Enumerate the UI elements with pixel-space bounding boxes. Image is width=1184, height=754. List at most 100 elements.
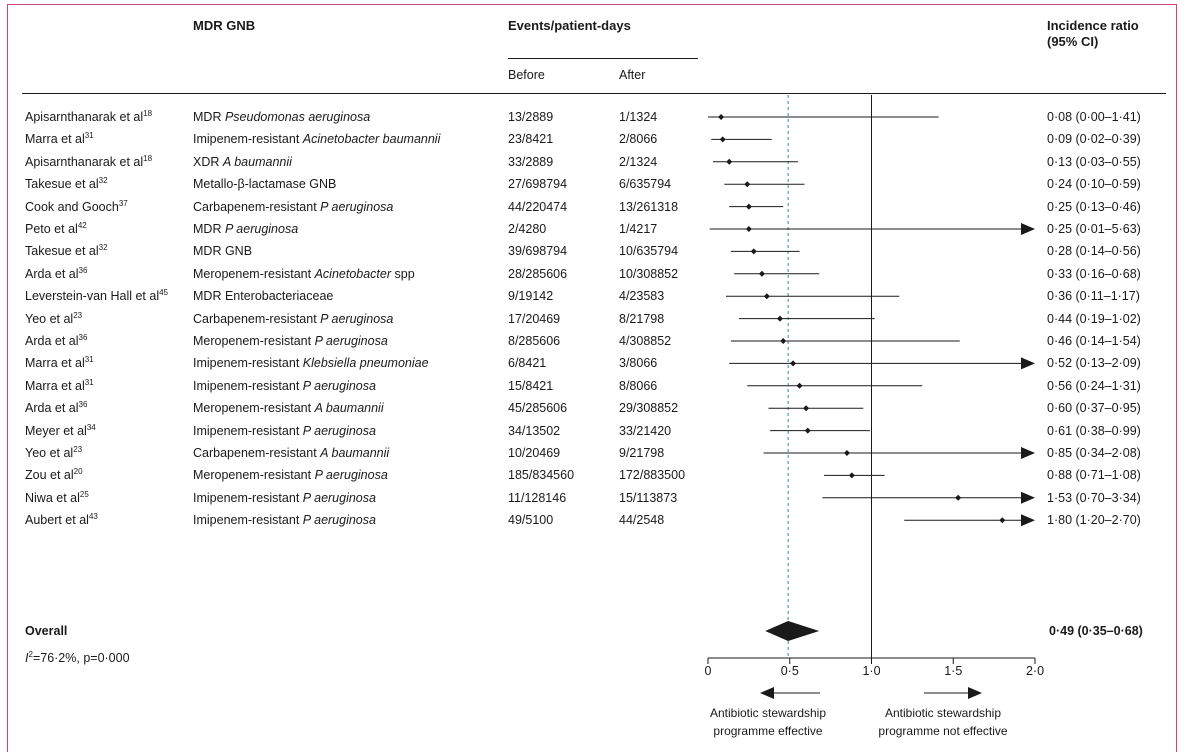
incidence-ratio-value: 0·85 (0·34–2·08) (1047, 446, 1141, 460)
organism-name: Imipenem-resistant Acinetobacter baumann… (193, 132, 441, 147)
study-name: Apisarnthanarak et al18 (25, 109, 153, 125)
organism-name: Imipenem-resistant P aeruginosa (193, 423, 376, 438)
study-name: Aubert et al43 (25, 512, 98, 528)
header-before: Before (508, 68, 545, 82)
caption-effective-line2: programme effective (713, 724, 823, 738)
before-value: 23/8421 (508, 132, 554, 147)
study-name: Leverstein-van Hall et al45 (25, 288, 169, 304)
organism-name: Meropenem-resistant Acinetobacter spp (193, 266, 415, 281)
point-estimate (790, 360, 797, 367)
point-estimate (745, 203, 752, 210)
ci-overflow-arrow (1021, 491, 1035, 504)
after-value: 29/308852 (619, 401, 679, 416)
incidence-ratio-value: 0·56 (0·24–1·31) (1047, 378, 1141, 393)
ci-overflow-arrow (1021, 447, 1035, 459)
x-tick-label: 0 (704, 664, 712, 678)
before-value: 49/5100 (508, 513, 554, 528)
organism-name: XDR A baumannii (193, 154, 292, 169)
incidence-ratio-value: 0·25 (0·13–0·46) (1047, 199, 1141, 214)
before-value: 27/698794 (508, 177, 568, 192)
organism-name: Carbapenem-resistant P aeruginosa (193, 199, 394, 214)
point-estimate (796, 382, 803, 389)
organism-name: Imipenem-resistant P aeruginosa (193, 513, 376, 528)
after-value: 2/1324 (619, 154, 658, 169)
before-value: 2/4280 (508, 222, 547, 236)
x-tick-label: 2·0 (1025, 664, 1045, 678)
ci-overflow-arrow (1021, 514, 1035, 527)
incidence-ratio-value: 0·24 (0·10–0·59) (1047, 177, 1141, 192)
events-underline (508, 58, 698, 59)
caption-not-effective-line1: Antibiotic stewardship (884, 706, 1002, 720)
after-value: 13/261318 (619, 199, 679, 214)
before-value: 17/20469 (508, 311, 561, 326)
incidence-ratio-value: 0·36 (0·11–1·17) (1047, 289, 1140, 304)
point-estimate (848, 472, 855, 479)
study-name: Marra et al31 (25, 377, 94, 393)
incidence-ratio-value: 0·61 (0·38–0·99) (1047, 423, 1141, 438)
before-value: 9/19142 (508, 289, 554, 304)
point-estimate (719, 136, 726, 143)
before-value: 11/128146 (508, 490, 567, 505)
point-estimate (776, 315, 783, 322)
incidence-ratio-value: 0·60 (0·37–0·95) (1047, 401, 1141, 416)
point-estimate (763, 293, 770, 300)
after-value: 44/2548 (619, 513, 665, 528)
organism-name: MDR Enterobacteriaceae (193, 289, 334, 304)
after-value: 1/1324 (619, 110, 658, 124)
study-name: Yeo et al23 (25, 310, 83, 326)
not-effective-arrow-head (968, 687, 982, 699)
organism-name: Metallo-β-lactamase GNB (193, 177, 337, 192)
before-value: 34/13502 (508, 423, 561, 438)
incidence-ratio-value: 1·53 (0·70–3·34) (1047, 490, 1141, 505)
after-value: 6/635794 (619, 177, 672, 192)
incidence-ratio-value: 0·52 (0·13–2·09) (1047, 356, 1141, 371)
effective-arrow-head (760, 687, 774, 699)
x-tick-label: 0·5 (780, 664, 799, 678)
study-name: Apisarnthanarak et al18 (25, 153, 153, 169)
study-name: Zou et al20 (25, 467, 83, 483)
point-estimate (803, 405, 810, 412)
organism-name: Imipenem-resistant P aeruginosa (193, 490, 376, 505)
point-estimate (804, 427, 811, 434)
organism-name: Meropenem-resistant P aeruginosa (193, 468, 388, 483)
after-value: 172/883500 (619, 468, 686, 483)
overall-ci: 0·49 (0·35–0·68) (1049, 624, 1143, 638)
point-estimate (780, 338, 787, 344)
before-value: 44/220474 (508, 199, 568, 214)
study-name: Yeo et al23 (25, 445, 83, 461)
after-value: 4/23583 (619, 289, 665, 304)
before-value: 28/285606 (508, 266, 568, 281)
before-value: 185/834560 (508, 468, 575, 483)
point-estimate (718, 114, 725, 120)
after-value: 10/635794 (619, 244, 679, 259)
before-value: 6/8421 (508, 356, 547, 371)
study-name: Peto et al42 (25, 221, 87, 237)
point-estimate (726, 158, 733, 165)
after-value: 3/8066 (619, 356, 658, 371)
organism-name: Carbapenem-resistant A baumannii (193, 446, 390, 460)
point-estimate (758, 270, 765, 277)
organism-name: MDR GNB (193, 244, 253, 259)
before-value: 8/285606 (508, 334, 561, 348)
figure-frame (7, 4, 1177, 752)
organism-name: MDR Pseudomonas aeruginosa (193, 110, 371, 124)
before-value: 13/2889 (508, 110, 554, 124)
after-value: 8/21798 (619, 311, 665, 326)
before-value: 33/2889 (508, 154, 554, 169)
overall-label: Overall (25, 624, 68, 638)
incidence-ratio-value: 0·44 (0·19–1·02) (1047, 311, 1141, 326)
header-mdr-gnb: MDR GNB (193, 18, 256, 33)
caption-not-effective-line2: programme not effective (878, 724, 1008, 738)
organism-name: Carbapenem-resistant P aeruginosa (193, 311, 394, 326)
organism-name: Meropenem-resistant A baumannii (193, 401, 384, 416)
before-value: 10/20469 (508, 446, 561, 460)
header-rule (22, 93, 1166, 94)
ci-overflow-arrow (1021, 357, 1035, 370)
heterogeneity-stat: I2=76·2%, p=0·000 (25, 650, 130, 666)
after-value: 8/8066 (619, 378, 658, 393)
incidence-ratio-value: 0·46 (0·14–1·54) (1047, 334, 1141, 348)
incidence-ratio-value: 1·80 (1·20–2·70) (1047, 513, 1141, 528)
point-estimate (999, 517, 1006, 524)
point-estimate (744, 181, 751, 188)
